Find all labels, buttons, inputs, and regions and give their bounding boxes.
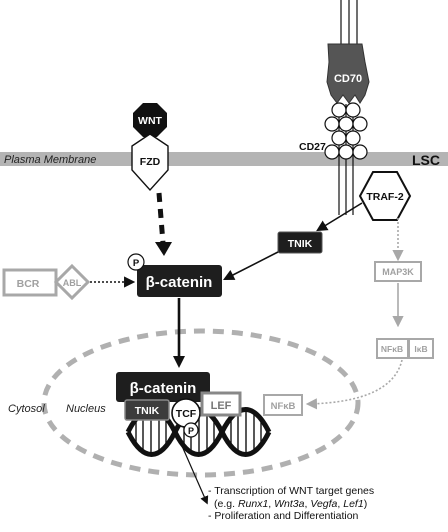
nfkb-cytosol-node: NFκB (376, 338, 409, 359)
fzd-arrowhead (155, 242, 172, 256)
transcription-output-arrow (174, 429, 209, 505)
map3k-label: MAP3K (382, 267, 414, 277)
map3k-node: MAP3K (374, 261, 422, 282)
cd27-receptor (324, 0, 368, 215)
outcome-proliferation: - Proliferation and Differentiation (208, 510, 359, 522)
phospho-cytosol-node: P (127, 253, 145, 271)
traf2-node: TRAF-2 (358, 171, 412, 221)
gene-vegfa: Vegfa (310, 497, 338, 510)
cell-label: LSC (412, 152, 440, 168)
fzd-label: FZD (140, 156, 161, 168)
tnik-nucleus-node: TNIK (124, 399, 170, 421)
fzd-node: FZD (131, 133, 169, 192)
membrane-label: Plasma Membrane (4, 154, 96, 166)
lef-node: LEF (200, 391, 242, 417)
tnik-nucleus-label: TNIK (135, 405, 160, 417)
nucleus-label: Nucleus (66, 403, 106, 415)
abl-label: ABL (63, 278, 82, 288)
beta-catenin-cytosol-node: β-catenin (137, 265, 222, 297)
cd70-ligand: CD70 (326, 43, 370, 104)
phospho-nucleus-node: P (183, 422, 199, 438)
nfkb-nucleus-node: NFκB (263, 394, 303, 416)
beta-catenin-nucleus-label: β-catenin (130, 380, 197, 397)
tcf-label: TCF (176, 408, 197, 420)
outcome-target-genes: (e.g. Runx1, Wnt3a, Vegfa, Lef1) (214, 497, 368, 510)
lef-label: LEF (211, 400, 232, 412)
gene-runx1: Runx1 (237, 497, 269, 510)
beta-catenin-cytosol-label: β-catenin (146, 274, 213, 291)
cd70-label: CD70 (334, 73, 362, 85)
wnt-node: WNT (133, 103, 167, 137)
wnt-label: WNT (138, 115, 162, 127)
nfkb-nucleus-label: NFκB (271, 401, 296, 412)
nfkb-cytosol-label: NFκB (381, 344, 403, 354)
cytosol-label: Cytosol (8, 403, 45, 415)
outcomes-list: - Transcription of WNT target genes (e.g… (208, 485, 444, 523)
phospho-nucleus-label: P (188, 426, 194, 436)
traf2-label: TRAF-2 (366, 191, 403, 203)
nucleus-envelope (41, 328, 361, 478)
translocation-arrowhead (173, 356, 185, 368)
gene-lef1: Lef1 (343, 497, 364, 510)
genes-suffix: ) (363, 497, 368, 510)
beta-catenin-nucleus-node: β-catenin (116, 372, 210, 402)
bcr-label: BCR (17, 278, 40, 290)
outcome-transcription: - Transcription of WNT target genes (208, 485, 375, 497)
cd27-label: CD27 (299, 141, 326, 153)
tnik-cytosol-label: TNIK (288, 238, 313, 250)
ikb-label: IκB (414, 344, 427, 354)
tnik-to-beta-catenin-arrow (223, 251, 279, 281)
gene-wnt3a: Wnt3a (274, 497, 305, 510)
traf2-to-tnik-arrow (316, 202, 363, 232)
tcf-node: TCF (171, 398, 201, 428)
bcr-node: BCR (2, 268, 58, 297)
abl-node: ABL (53, 263, 91, 301)
nfkb-to-nucleus-arrow (305, 359, 403, 410)
ikb-node: IκB (408, 338, 434, 359)
tnik-cytosol-node: TNIK (277, 231, 323, 254)
phospho-cytosol-label: P (133, 258, 140, 269)
fzd-to-beta-catenin-arrow (156, 192, 166, 244)
genes-prefix: (e.g. (214, 497, 238, 510)
